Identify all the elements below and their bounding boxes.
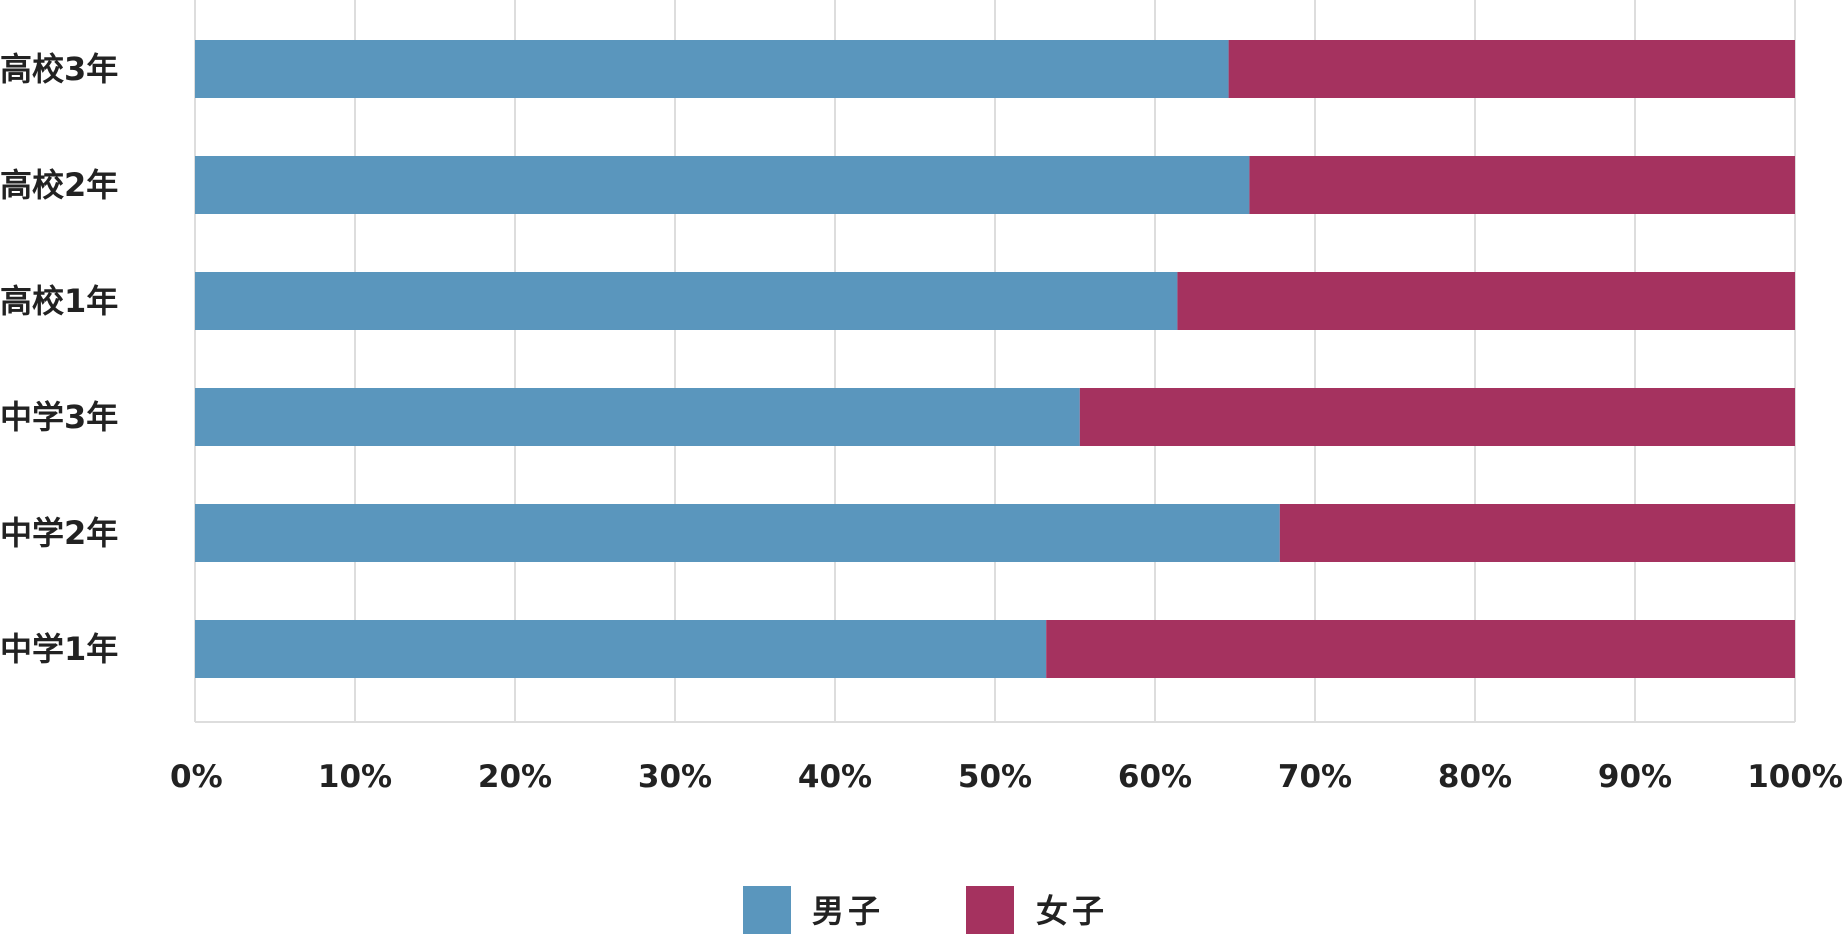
- legend-swatch: [743, 886, 791, 934]
- legend-swatch: [966, 886, 1014, 934]
- category-label: 中学1年: [0, 630, 118, 668]
- bar-segment-女子: [1228, 40, 1795, 98]
- x-tick-label: 50%: [958, 759, 1032, 795]
- bar-segment-女子: [1177, 272, 1795, 330]
- legend-label: 女子: [1036, 892, 1108, 930]
- bar-segment-男子: [195, 156, 1250, 214]
- x-tick-label: 20%: [478, 759, 552, 795]
- gridlines: [194, 0, 1796, 723]
- legend: 男子 女子: [743, 886, 1108, 934]
- category-label: 高校1年: [0, 282, 118, 320]
- legend-label: 男子: [812, 892, 884, 930]
- x-tick-label: 80%: [1438, 759, 1512, 795]
- bar-segment-男子: [195, 504, 1280, 562]
- bar-segment-女子: [1046, 620, 1795, 678]
- category-label: 中学2年: [0, 514, 118, 552]
- x-tick-label: 0%: [170, 759, 223, 795]
- x-tick-label: 100%: [1747, 759, 1843, 795]
- legend-item-女子: 女子: [966, 886, 1108, 934]
- bar-segment-男子: [195, 620, 1047, 678]
- category-label: 高校3年: [0, 50, 118, 88]
- bars: [195, 40, 1795, 678]
- x-tick-label: 10%: [318, 759, 392, 795]
- bar-segment-男子: [195, 272, 1178, 330]
- x-tick-label: 30%: [638, 759, 712, 795]
- x-tick-label: 70%: [1278, 759, 1352, 795]
- bar-segment-女子: [1249, 156, 1795, 214]
- x-tick-label: 40%: [798, 759, 872, 795]
- x-tick-label: 90%: [1598, 759, 1672, 795]
- x-tick-label: 60%: [1118, 759, 1192, 795]
- bar-segment-男子: [195, 40, 1229, 98]
- category-label: 中学3年: [0, 398, 118, 436]
- bar-segment-男子: [195, 388, 1080, 446]
- bar-segment-女子: [1079, 388, 1795, 446]
- legend-item-男子: 男子: [743, 886, 884, 934]
- bar-segment-女子: [1279, 504, 1795, 562]
- category-label: 高校2年: [0, 166, 118, 204]
- x-axis-tick-labels: 0% 10% 20% 30% 40% 50% 60% 70% 80% 90% 100%: [170, 759, 1843, 795]
